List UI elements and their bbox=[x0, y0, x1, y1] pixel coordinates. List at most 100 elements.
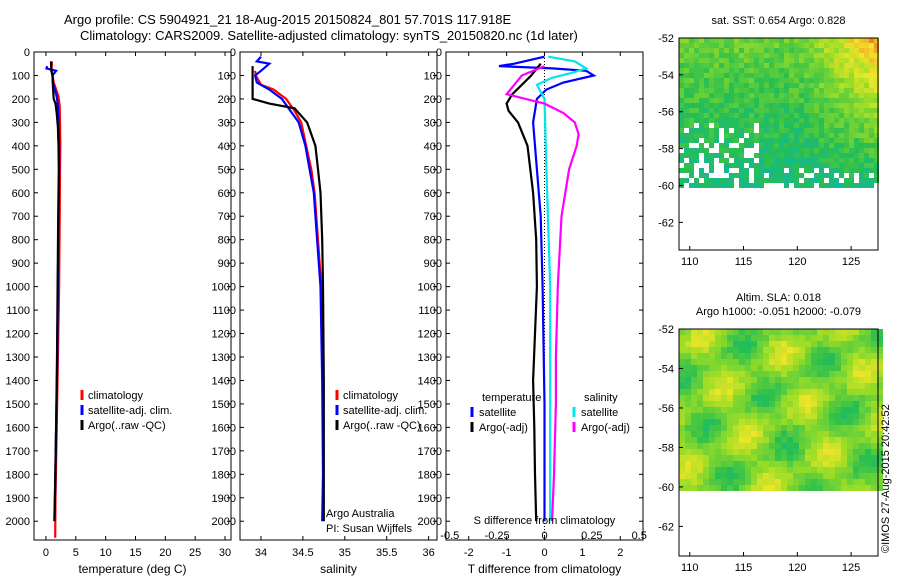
differences-ytick-label: 1100 bbox=[418, 305, 442, 317]
sst_map-ytick-label: -58 bbox=[658, 144, 674, 156]
salinity-ytick-label: 700 bbox=[218, 211, 236, 223]
temperature-ytick-label: 0 bbox=[24, 47, 30, 59]
sst_map-ytick-label: -54 bbox=[658, 70, 674, 82]
differences-series-2 bbox=[535, 55, 589, 522]
temperature-ytick-label: 2000 bbox=[6, 516, 30, 528]
differences-ytick-label: 300 bbox=[424, 117, 442, 129]
differences-ytick-label: 100 bbox=[424, 70, 442, 82]
salinity-xtick-label: 34 bbox=[255, 547, 267, 559]
salinity-ytick-label: 1200 bbox=[212, 329, 236, 341]
temperature-xtick-label: 0 bbox=[43, 547, 49, 559]
sla_map-frame bbox=[678, 328, 879, 557]
salinity-ytick-label: 1500 bbox=[212, 399, 236, 411]
differences-ytick-label: 900 bbox=[424, 258, 442, 270]
salinity-panel-frame bbox=[239, 51, 438, 541]
secondary-xtick-label: 0 bbox=[541, 530, 547, 542]
temperature-ytick-label: 1300 bbox=[6, 352, 30, 364]
differences-ytick-label: 1900 bbox=[418, 493, 442, 505]
temperature-ytick-label: 1900 bbox=[6, 493, 30, 505]
temperature-ytick-label: 300 bbox=[12, 117, 30, 129]
sla_map-xtick-label: 120 bbox=[788, 562, 806, 574]
temperature-ytick-label: 100 bbox=[12, 70, 30, 82]
salinity-ytick-label: 1100 bbox=[212, 305, 236, 317]
diff-legend-label: Argo(-adj) bbox=[581, 422, 630, 434]
temperature-legend-label: satellite-adj. clim. bbox=[88, 405, 172, 417]
differences-ytick-label: 1300 bbox=[418, 352, 442, 364]
differences-xtick-label: 1 bbox=[579, 547, 585, 559]
secondary-xtick-label: -0.25 bbox=[485, 530, 510, 542]
diff-legend-header-salinity: salinity bbox=[584, 392, 618, 404]
differences-ytick-label: 700 bbox=[424, 211, 442, 223]
sla_map-ytick-label: -62 bbox=[658, 521, 674, 533]
sst_map-title: sat. SST: 0.654 Argo: 0.828 bbox=[712, 15, 846, 27]
title-line-2: Climatology: CARS2009. Satellite-adjuste… bbox=[80, 28, 578, 43]
differences-ytick-label: 1600 bbox=[418, 422, 442, 434]
temperature-ytick-label: 200 bbox=[12, 94, 30, 106]
diff-legend-label: satellite bbox=[479, 407, 516, 419]
secondary-xtick-label: 0.25 bbox=[581, 530, 602, 542]
sst_map-ytick-label: -52 bbox=[658, 33, 674, 45]
sla_map-ytick-label: -52 bbox=[658, 324, 674, 336]
temperature-ytick-label: 1700 bbox=[6, 446, 30, 458]
salinity-xtick-label: 36 bbox=[422, 547, 434, 559]
annotation-argo-australia: Argo Australia bbox=[326, 508, 395, 520]
sla_map-field bbox=[679, 329, 883, 491]
salinity-series-2 bbox=[251, 66, 325, 522]
salinity-xtick-label: 35.5 bbox=[376, 547, 397, 559]
salinity-legend-label: Argo(..raw -QC) bbox=[343, 420, 421, 432]
salinity-legend-label: satellite-adj. clim. bbox=[343, 405, 427, 417]
salinity-ytick-label: 0 bbox=[230, 47, 236, 59]
temperature-ytick-label: 1000 bbox=[6, 282, 30, 294]
differences-ytick-label: 0 bbox=[436, 47, 442, 59]
sst_map-xtick-label: 115 bbox=[735, 256, 753, 268]
annotation-pi: PI: Susan Wijffels bbox=[326, 523, 412, 535]
differences-ytick-label: 1500 bbox=[418, 399, 442, 411]
sla_map-ytick-label: -56 bbox=[658, 403, 674, 415]
sst_map-ytick-label: -60 bbox=[658, 180, 674, 192]
temperature-ytick-label: 500 bbox=[12, 164, 30, 176]
differences-xtick-label: 2 bbox=[617, 547, 623, 559]
temperature-ytick-label: 1800 bbox=[6, 469, 30, 481]
sla_map-xtick-label: 115 bbox=[735, 562, 753, 574]
salinity-xtick-label: 35 bbox=[339, 547, 351, 559]
sst_map-xtick-label: 125 bbox=[842, 256, 860, 268]
diff-legend-label: Argo(-adj) bbox=[479, 422, 528, 434]
temperature-ytick-label: 800 bbox=[12, 235, 30, 247]
sla_map-xtick-label: 125 bbox=[842, 562, 860, 574]
salinity-ytick-label: 2000 bbox=[212, 516, 236, 528]
salinity-ytick-label: 1700 bbox=[212, 446, 236, 458]
salinity-xtick-label: 34.5 bbox=[292, 547, 313, 559]
temperature-ytick-label: 1500 bbox=[6, 399, 30, 411]
differences-xtick-label: -1 bbox=[502, 547, 512, 559]
temperature-ytick-label: 400 bbox=[12, 141, 30, 153]
differences-ytick-label: 1000 bbox=[418, 282, 442, 294]
temperature-ytick-label: 700 bbox=[12, 211, 30, 223]
sst_map-ytick-label: -62 bbox=[658, 217, 674, 229]
differences-ytick-label: 400 bbox=[424, 141, 442, 153]
sst_map-xtick-label: 120 bbox=[788, 256, 806, 268]
differences-ytick-label: 1200 bbox=[418, 329, 442, 341]
temperature-xtick-label: 15 bbox=[129, 547, 141, 559]
differences-series-1 bbox=[505, 63, 542, 522]
diff-legend-header-temperature: temperature bbox=[482, 392, 541, 404]
sst_map-ytick-label: -56 bbox=[658, 107, 674, 119]
secondary-xtick-label: -0.5 bbox=[440, 530, 459, 542]
differences-ytick-label: 1700 bbox=[418, 446, 442, 458]
temperature-panel-frame bbox=[33, 51, 232, 541]
sla_map-ytick-label: -54 bbox=[658, 363, 674, 375]
stamp-text: ©IMOS 27-Aug-2015 20:42:52 bbox=[880, 404, 892, 553]
salinity-ytick-label: 1900 bbox=[212, 493, 236, 505]
title-line-1: Argo profile: CS 5904921_21 18-Aug-2015 … bbox=[64, 12, 512, 27]
salinity-ytick-label: 200 bbox=[218, 94, 236, 106]
salinity-ytick-label: 800 bbox=[218, 235, 236, 247]
differences-xlabel: T difference from climatology bbox=[468, 562, 622, 576]
salinity-ytick-label: 1000 bbox=[212, 282, 236, 294]
sla_map-ytick-label: -58 bbox=[658, 442, 674, 454]
sla_map-title-1: Altim. SLA: 0.018 bbox=[736, 292, 821, 304]
temperature-ytick-label: 1400 bbox=[6, 375, 30, 387]
differences-series-0 bbox=[498, 55, 597, 522]
temperature-ytick-label: 1600 bbox=[6, 422, 30, 434]
temperature-ytick-label: 900 bbox=[12, 258, 30, 270]
differences-xtick-label: 0 bbox=[541, 547, 547, 559]
salinity-ytick-label: 900 bbox=[218, 258, 236, 270]
